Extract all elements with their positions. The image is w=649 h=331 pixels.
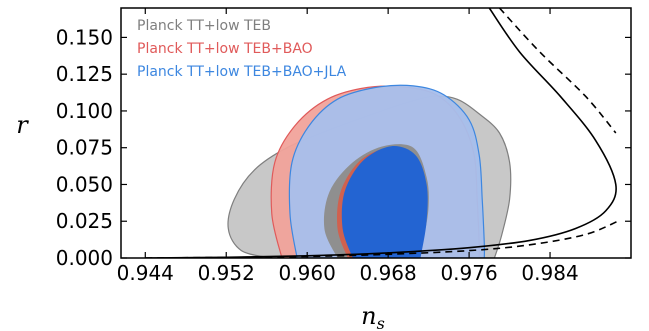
x-tick-label-3: 0.968 <box>360 261 417 285</box>
y-axis-ticks: 0.000 0.025 0.050 0.075 0.100 0.125 0.150 <box>56 25 631 270</box>
contour-inner-2 <box>341 146 428 258</box>
y-tick-label-2: 0.050 <box>56 172 113 196</box>
legend: Planck TT+low TEB Planck TT+low TEB+BAO Pl… <box>137 18 347 80</box>
plot-frame <box>120 7 632 259</box>
x-axis-ticks: 0.944 0.952 0.960 0.968 0.976 0.984 <box>117 8 579 285</box>
legend-entry-2: Planck TT+low TEB+BAO+JLA <box>137 64 347 80</box>
y-tick-label-6: 0.150 <box>56 25 113 49</box>
x-tick-label-4: 0.976 <box>440 261 497 285</box>
x-tick-label-0: 0.944 <box>117 261 174 285</box>
x-axis-label: ns <box>361 302 385 331</box>
x-tick-label-2: 0.960 <box>279 261 336 285</box>
y-tick-label-4: 0.100 <box>56 99 113 123</box>
y-tick-label-0: 0.000 <box>56 246 113 270</box>
x-tick-label-5: 0.984 <box>521 261 578 285</box>
y-tick-label-3: 0.075 <box>56 136 113 160</box>
theory-curve-0 <box>145 8 617 258</box>
legend-entry-1: Planck TT+low TEB+BAO <box>137 41 313 57</box>
legend-entry-0: Planck TT+low TEB <box>137 18 271 34</box>
x-tick-label-1: 0.952 <box>198 261 255 285</box>
y-axis-label: r <box>16 111 29 139</box>
y-tick-label-5: 0.125 <box>56 62 113 86</box>
theory-curve-2 <box>498 8 617 134</box>
contour-layer <box>227 84 512 258</box>
y-tick-label-1: 0.025 <box>56 209 113 233</box>
